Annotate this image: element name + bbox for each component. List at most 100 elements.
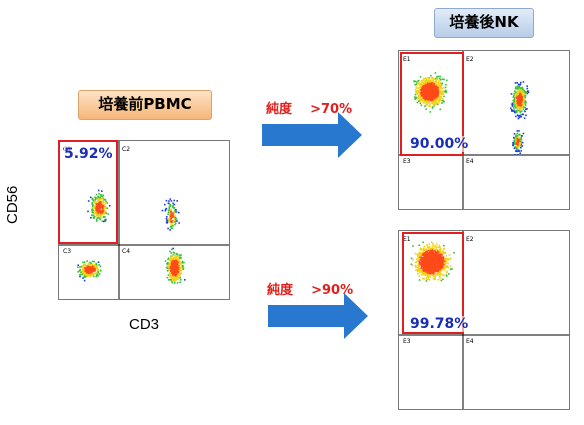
event-dot [437,255,440,258]
event-dot [415,258,418,260]
event-dot [524,100,527,102]
event-dot [511,102,514,105]
event-dot [521,90,524,92]
event-dot [173,199,175,202]
event-dot [429,95,431,97]
event-dot [429,111,432,113]
event-dot [88,264,91,266]
event-dot [171,264,173,266]
event-dot [104,213,106,215]
event-dot [175,277,178,279]
event-dot [415,269,417,272]
event-dot [522,113,524,116]
event-dot [417,269,419,271]
event-dot [421,81,423,83]
event-dot [170,275,172,277]
event-dot [520,95,523,98]
event-dot [443,90,446,93]
event-dot [102,209,105,212]
event-dot [427,268,430,271]
event-dot [524,94,527,97]
event-dot [99,215,102,218]
event-dot [513,102,515,104]
event-dot [515,98,518,101]
event-dot [520,104,523,106]
event-dot [169,213,172,215]
event-dot [169,279,171,281]
event-dot [166,221,168,223]
event-dot [166,221,168,224]
event-dot [418,82,420,84]
event-dot [433,269,435,272]
event-dot [174,278,176,281]
event-dot [522,106,525,108]
event-dot [514,143,516,145]
event-dot [428,279,431,281]
event-dot [424,93,427,96]
event-dot [445,257,447,259]
event-dot [172,269,174,272]
event-dot [170,224,172,226]
event-dot [419,91,422,93]
event-dot [169,203,171,206]
event-dot [518,143,521,146]
event-dot [428,255,430,257]
event-dot [431,262,434,264]
event-dot [169,198,172,200]
event-dot [439,259,441,261]
event-dot [449,257,452,259]
event-dot [179,261,181,264]
event-dot [517,104,519,107]
event-dot [97,210,100,212]
event-dot [433,97,435,99]
event-dot [168,259,171,261]
event-dot [171,276,174,278]
event-dot [524,110,526,113]
event-dot [431,264,433,266]
event-dot [522,100,524,102]
event-dot [421,88,424,90]
event-dot [439,252,442,255]
event-dot [521,113,524,116]
event-dot [519,115,522,118]
event-dot [423,245,426,248]
event-dot [434,270,437,272]
quadrant-label: E4 [466,158,474,165]
event-dot [417,267,419,269]
event-dot [513,110,516,112]
event-dot [430,74,432,77]
event-dot [437,251,439,253]
event-dot [429,257,432,259]
event-dot [433,104,435,106]
event-dot [96,218,98,221]
event-dot [93,260,95,263]
event-dot [172,275,175,277]
event-dot [95,193,98,196]
event-dot [439,268,442,270]
event-dot [94,206,96,209]
event-dot [164,260,167,262]
event-dot [513,96,516,99]
event-dot [438,77,441,80]
event-dot [424,255,426,258]
event-dot [434,267,437,269]
event-dot [436,94,438,97]
event-dot [516,100,519,103]
event-dot [419,102,422,105]
event-dot [93,272,95,275]
event-dot [449,258,451,261]
event-dot [514,99,516,101]
event-dot [513,147,516,150]
event-dot [93,206,95,208]
event-dot [87,200,90,202]
event-dot [433,89,436,92]
event-dot [77,264,79,266]
event-dot [430,269,433,271]
event-dot [520,145,522,147]
event-dot [94,200,96,202]
event-dot [426,86,428,88]
event-dot [433,88,436,90]
event-dot [433,90,436,93]
event-dot [431,245,434,248]
event-dot [518,136,520,139]
